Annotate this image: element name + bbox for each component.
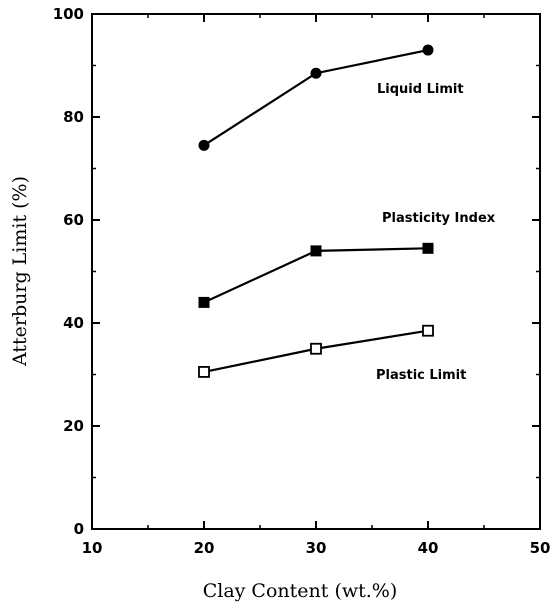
data-point-square [198, 296, 210, 308]
x-tick-label: 20 [194, 539, 215, 557]
y-tick-label: 80 [63, 108, 84, 126]
y-tick-label: 40 [63, 314, 84, 332]
series-label-liquid-limit: Liquid Limit [377, 82, 464, 97]
data-point-open-square [422, 324, 434, 337]
y-tick-label: 0 [74, 520, 84, 538]
series-line [203, 247, 429, 304]
data-point-square [422, 242, 434, 254]
series-label-plasticity-index: Plasticity Index [382, 211, 496, 226]
y-axis-title: Atterburg Limit (%) [9, 176, 31, 367]
plot-frame [91, 13, 541, 530]
series-layer [198, 44, 434, 378]
data-point-open-square [198, 366, 210, 378]
series-plasticity-index [198, 242, 434, 308]
data-point-circle [198, 139, 210, 151]
data-point-circle [310, 67, 322, 79]
series-plastic-limit [198, 324, 434, 378]
x-tick-label: 40 [418, 539, 439, 557]
series-liquid-limit [198, 44, 434, 151]
y-tick-label: 100 [53, 5, 84, 23]
x-tick-label: 50 [530, 539, 551, 557]
series-label-plastic-limit: Plastic Limit [376, 368, 466, 383]
data-point-square [310, 245, 322, 257]
x-axis-title: Clay Content (wt.%) [203, 580, 398, 602]
data-point-open-square [310, 342, 322, 355]
data-point-circle [422, 44, 434, 56]
ticks-layer: 10 20 30 40 50 0 20 40 60 80 100 [53, 5, 551, 557]
y-tick-label: 60 [63, 211, 84, 229]
x-tick-label: 30 [306, 539, 327, 557]
x-tick-label: 10 [82, 539, 103, 557]
series-line [203, 48, 429, 147]
y-tick-label: 20 [63, 417, 84, 435]
